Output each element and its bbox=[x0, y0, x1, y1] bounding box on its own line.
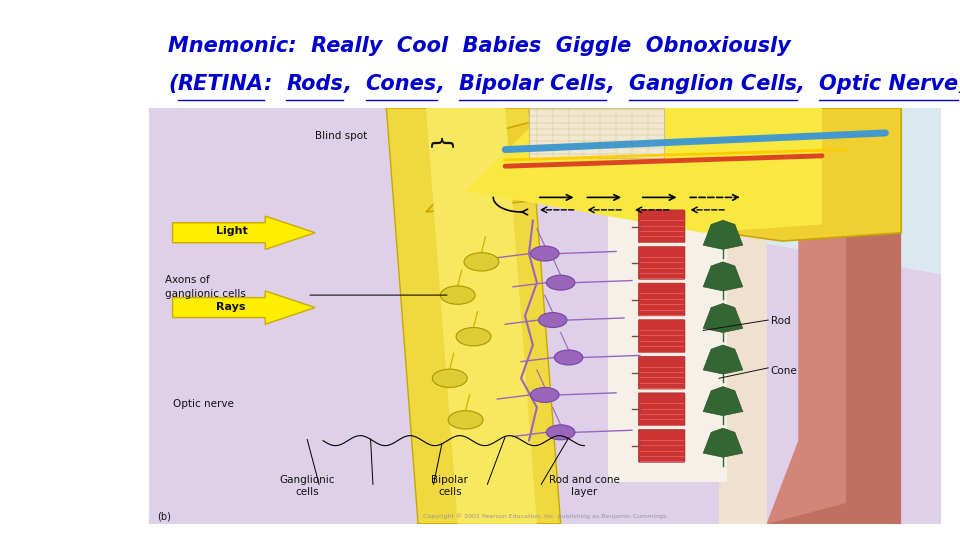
Text: Rays: Rays bbox=[216, 302, 246, 312]
Polygon shape bbox=[719, 108, 766, 524]
Polygon shape bbox=[173, 291, 315, 324]
FancyBboxPatch shape bbox=[638, 393, 685, 426]
FancyBboxPatch shape bbox=[638, 356, 685, 389]
Text: Ganglionic
cells: Ganglionic cells bbox=[279, 475, 335, 497]
Text: Cone: Cone bbox=[771, 366, 797, 376]
Circle shape bbox=[539, 313, 567, 328]
Polygon shape bbox=[703, 220, 743, 249]
Circle shape bbox=[546, 425, 575, 440]
Text: Light: Light bbox=[216, 226, 248, 235]
Polygon shape bbox=[703, 303, 743, 333]
FancyBboxPatch shape bbox=[638, 210, 685, 242]
Polygon shape bbox=[386, 108, 561, 524]
Polygon shape bbox=[466, 108, 822, 233]
Text: Rods: Rods bbox=[286, 73, 344, 94]
Bar bbox=[609, 212, 727, 482]
Circle shape bbox=[546, 275, 575, 290]
Circle shape bbox=[432, 369, 468, 387]
Text: Axons of: Axons of bbox=[165, 275, 209, 285]
Text: Mnemonic:  Really  Cool  Babies  Giggle  Obnoxiously: Mnemonic: Really Cool Babies Giggle Obno… bbox=[168, 36, 791, 56]
Text: Ganglion Cells: Ganglion Cells bbox=[629, 73, 797, 94]
FancyBboxPatch shape bbox=[638, 246, 685, 279]
Polygon shape bbox=[173, 216, 315, 249]
Polygon shape bbox=[529, 108, 663, 158]
Text: ): ) bbox=[958, 73, 960, 94]
Text: Copyright © 2002 Pearson Education, Inc. publishing as Benjamin Cummings: Copyright © 2002 Pearson Education, Inc.… bbox=[423, 513, 666, 518]
Text: Rod and cone
layer: Rod and cone layer bbox=[549, 475, 620, 497]
Circle shape bbox=[531, 246, 559, 261]
Circle shape bbox=[554, 350, 583, 365]
Text: {: { bbox=[426, 138, 450, 153]
Polygon shape bbox=[766, 108, 901, 524]
Text: ganglionic cells: ganglionic cells bbox=[165, 289, 246, 299]
Text: Rod: Rod bbox=[771, 316, 790, 326]
Circle shape bbox=[456, 328, 491, 346]
FancyBboxPatch shape bbox=[638, 429, 685, 462]
Circle shape bbox=[441, 286, 475, 304]
FancyBboxPatch shape bbox=[638, 320, 685, 353]
Circle shape bbox=[464, 253, 499, 271]
Polygon shape bbox=[703, 345, 743, 374]
Circle shape bbox=[531, 387, 559, 402]
Polygon shape bbox=[703, 428, 743, 457]
Circle shape bbox=[448, 411, 483, 429]
Polygon shape bbox=[766, 108, 901, 524]
Text: :: : bbox=[263, 73, 286, 94]
FancyBboxPatch shape bbox=[638, 283, 685, 316]
Text: Bipolar
cells: Bipolar cells bbox=[431, 475, 468, 497]
Text: ,: , bbox=[437, 73, 459, 94]
Text: Optic nerve: Optic nerve bbox=[173, 400, 233, 409]
Text: Bipolar Cells: Bipolar Cells bbox=[459, 73, 607, 94]
Text: ,: , bbox=[797, 73, 819, 94]
Text: Optic Nerve: Optic Nerve bbox=[819, 73, 958, 94]
Polygon shape bbox=[544, 108, 941, 274]
Text: RETINA: RETINA bbox=[178, 73, 263, 94]
Text: (b): (b) bbox=[156, 511, 171, 522]
Polygon shape bbox=[426, 108, 901, 241]
Text: Blind spot: Blind spot bbox=[315, 131, 368, 141]
Polygon shape bbox=[703, 387, 743, 416]
Text: Cones: Cones bbox=[366, 73, 437, 94]
Text: ,: , bbox=[607, 73, 629, 94]
Text: ,: , bbox=[344, 73, 366, 94]
Polygon shape bbox=[426, 108, 537, 524]
Polygon shape bbox=[703, 262, 743, 291]
Text: (: ( bbox=[168, 73, 178, 94]
